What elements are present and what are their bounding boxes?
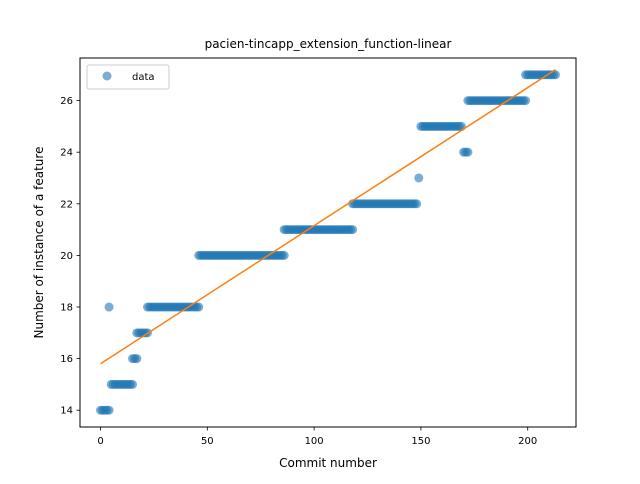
data-point xyxy=(521,96,531,106)
y-tick-label: 20 xyxy=(60,251,73,262)
chart-title: pacien-tincapp_extension_function-linear xyxy=(205,37,452,51)
x-axis: 0 50 100 150 200 xyxy=(97,427,537,447)
x-tick-label: 0 xyxy=(97,436,103,447)
y-tick-label: 26 xyxy=(60,96,73,107)
y-tick-label: 16 xyxy=(60,354,73,365)
data-point xyxy=(128,379,138,389)
legend: data xyxy=(86,64,170,90)
data-point xyxy=(412,199,422,209)
x-tick-label: 150 xyxy=(411,436,430,447)
legend-label: data xyxy=(132,72,155,83)
data-point xyxy=(348,225,358,235)
data-point xyxy=(463,147,473,157)
data-point xyxy=(550,70,560,80)
data-point xyxy=(104,302,114,312)
data-point xyxy=(414,173,424,183)
y-tick-label: 22 xyxy=(60,199,73,210)
fit-line xyxy=(100,68,556,365)
legend-box xyxy=(86,64,170,90)
y-axis-label: Number of instance of a feature xyxy=(32,147,46,339)
data-point xyxy=(279,250,289,260)
y-tick-label: 14 xyxy=(60,406,73,417)
y-tick-label: 24 xyxy=(60,148,73,159)
data-point xyxy=(104,405,114,415)
legend-marker xyxy=(102,71,112,81)
x-axis-label: Commit number xyxy=(279,456,377,470)
x-tick-label: 200 xyxy=(518,436,537,447)
data-point xyxy=(194,302,204,312)
y-axis: 14 16 18 20 22 24 26 xyxy=(60,96,80,417)
x-tick-label: 50 xyxy=(201,436,214,447)
data-point xyxy=(132,354,142,364)
x-tick-label: 100 xyxy=(305,436,324,447)
plot-area xyxy=(96,68,560,415)
y-tick-label: 18 xyxy=(60,303,73,314)
axes-frame xyxy=(79,57,577,428)
